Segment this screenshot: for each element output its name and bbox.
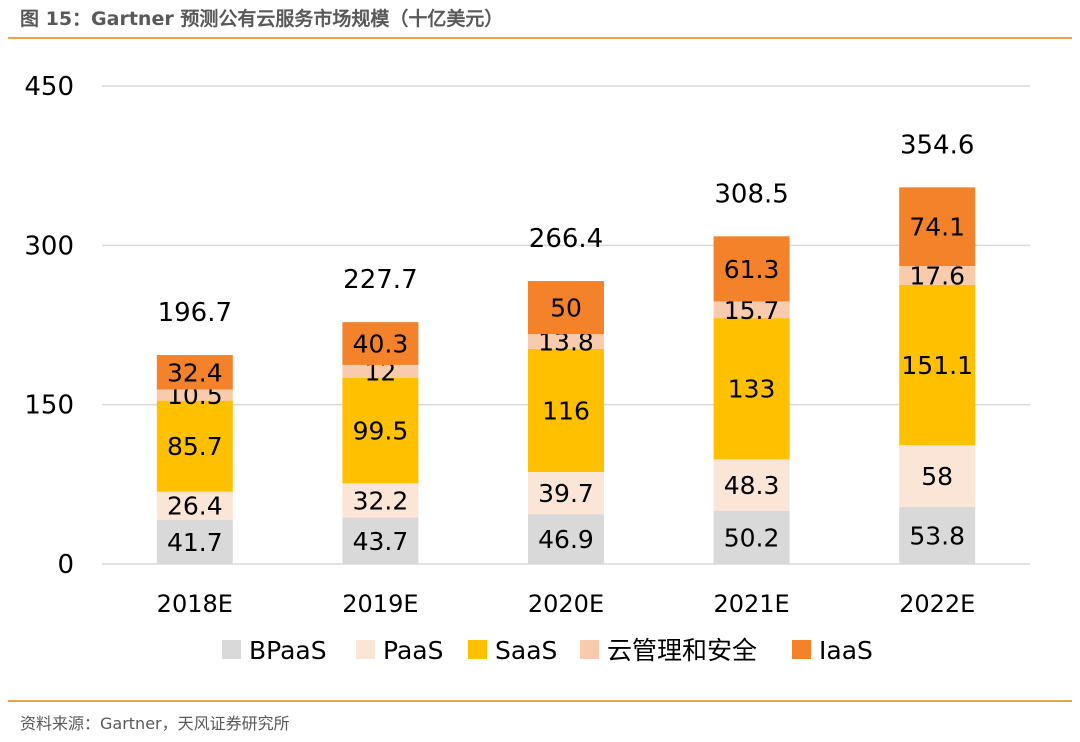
data-label-saas: 116 <box>542 396 590 425</box>
total-label: 227.7 <box>343 265 417 295</box>
data-label-cloud-mgmt: 17.6 <box>909 261 965 290</box>
x-tick-label: 2022E <box>899 590 975 618</box>
data-label-iaas: 32.4 <box>167 358 223 387</box>
y-tick-label: 450 <box>24 72 74 102</box>
bar-segment-iaas <box>899 187 976 267</box>
bar-segment-saas <box>156 400 233 492</box>
legend-swatch-paas <box>356 640 375 659</box>
data-label-paas: 39.7 <box>538 479 594 508</box>
bar-segment-iaas <box>342 322 419 365</box>
bar-segment-cloud-mgmt <box>899 266 976 285</box>
bar-segment-cloud-mgmt <box>156 389 233 401</box>
header-rule <box>8 37 1072 39</box>
bars: 41.726.485.710.532.4196.743.732.299.5124… <box>156 130 976 564</box>
data-label-paas: 26.4 <box>167 492 223 521</box>
y-axis-ticks: 0 150 300 450 <box>24 72 74 580</box>
bar-segment-bpaas <box>156 519 233 564</box>
data-label-bpaas: 53.8 <box>909 521 965 550</box>
footer-rule <box>8 700 1072 702</box>
x-tick-label: 2021E <box>713 590 789 618</box>
bar-segment-bpaas <box>713 510 790 564</box>
bar-segment-saas <box>528 348 604 473</box>
data-label-iaas: 40.3 <box>353 330 409 359</box>
bar-segment-paas <box>713 459 790 511</box>
bar-segment-saas <box>899 284 976 446</box>
legend-label-paas: PaaS <box>383 636 443 665</box>
bar-segment-iaas <box>713 236 790 302</box>
data-label-saas: 133 <box>728 375 776 404</box>
x-tick-label: 2018E <box>157 590 233 618</box>
data-label-iaas: 50 <box>550 294 582 323</box>
bar-segment-iaas <box>528 281 604 335</box>
total-label: 308.5 <box>714 179 788 209</box>
legend-swatch-bpaas <box>222 640 241 659</box>
bar-segment-paas <box>342 483 419 518</box>
bar-segment-saas <box>713 318 790 460</box>
data-label-bpaas: 43.7 <box>353 527 409 556</box>
data-label-saas: 151.1 <box>901 351 973 380</box>
data-label-iaas: 74.1 <box>909 213 965 242</box>
y-tick-label: 300 <box>24 231 74 261</box>
data-label-bpaas: 41.7 <box>167 528 223 557</box>
legend-swatch-cloud-mgmt <box>580 640 599 659</box>
bar-segment-paas <box>899 445 976 507</box>
bar-segment-bpaas <box>899 506 976 564</box>
bar-segment-saas <box>342 377 419 484</box>
bar-segment-cloud-mgmt <box>342 364 419 378</box>
legend-label-saas: SaaS <box>495 636 557 665</box>
legend-label-iaas: IaaS <box>819 636 873 665</box>
legend-label-bpaas: BPaaS <box>249 636 327 665</box>
legend-label-cloud-mgmt: 云管理和安全 <box>607 636 757 665</box>
x-tick-label: 2019E <box>342 590 418 618</box>
total-label: 266.4 <box>529 224 603 254</box>
bar-segment-bpaas <box>528 514 604 564</box>
bar-stack-2022E: 53.8 58 151.1 17.6 74.1 354.6 <box>899 130 976 564</box>
bar-segment-cloud-mgmt <box>713 301 790 319</box>
data-label-paas: 58 <box>921 462 953 491</box>
data-label-paas: 32.2 <box>353 486 409 515</box>
chart-title: 图 15：Gartner 预测公有云服务市场规模（十亿美元） <box>20 8 504 30</box>
y-tick-label: 150 <box>24 391 74 421</box>
legend-swatch-iaas <box>792 640 811 659</box>
data-label-paas: 48.3 <box>724 471 780 500</box>
data-label-bpaas: 50.2 <box>724 523 780 552</box>
bar-segment-paas <box>156 491 233 520</box>
data-label-bpaas: 46.9 <box>538 525 594 554</box>
legend-swatch-saas <box>468 640 487 659</box>
data-label-saas: 99.5 <box>353 417 409 446</box>
bar-segment-cloud-mgmt <box>528 334 604 349</box>
bar-segment-iaas <box>156 355 233 390</box>
data-label-saas: 85.7 <box>167 432 223 461</box>
legend: BPaaS PaaS SaaS 云管理和安全 IaaS <box>222 636 873 665</box>
source-note: 资料来源：Gartner，天风证券研究所 <box>20 714 290 733</box>
y-tick-label: 0 <box>57 550 74 580</box>
bar-segment-paas <box>528 472 604 515</box>
data-label-iaas: 61.3 <box>724 255 780 284</box>
bar-segment-bpaas <box>342 517 419 564</box>
x-tick-label: 2020E <box>528 590 604 618</box>
total-label: 196.7 <box>158 298 232 328</box>
x-axis-ticks: 2018E 2019E 2020E 2021E 2022E <box>157 590 976 618</box>
total-label: 354.6 <box>900 130 974 160</box>
